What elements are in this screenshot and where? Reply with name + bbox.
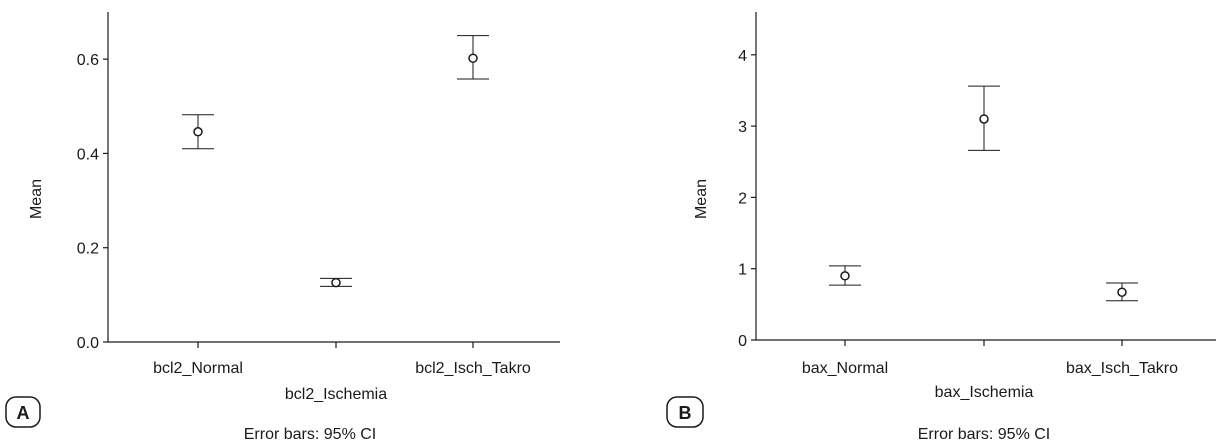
panel-b-x-tick-label: bax_Ischemia	[935, 384, 1034, 401]
panel-a-footnote: Error bars: 95% CI	[244, 426, 376, 443]
panel-b-tag-label: B	[679, 403, 692, 423]
panel-a-x-tick-label: bcl2_Normal	[153, 360, 243, 377]
panel-a-y-axis-title: Mean	[28, 179, 45, 219]
panel-a-tag: A	[5, 396, 41, 428]
panel-a-mean-point	[468, 53, 478, 63]
panel-b-chart: Mean 0 1 2 3 4 bax_Normal bax_Ischemia bax_Isch…	[666, 12, 1216, 443]
panel-a-chart: Mean 0.0 0.2 0.4 0.6 bcl2_Normal bcl2_Ischemi…	[5, 12, 560, 443]
panel-b-tag-box	[666, 396, 704, 428]
panel-a-y-tick-label: 0.6	[77, 52, 99, 69]
panel-a-x-tick-label: bcl2_Isch_Takro	[415, 360, 531, 377]
panel-b-mean-point	[840, 271, 850, 281]
panel-b-footnote: Error bars: 95% CI	[918, 426, 1050, 443]
panel-b-x-tick-label: bax_Isch_Takro	[1066, 360, 1178, 377]
panel-b-y-tick-label: 2	[738, 190, 747, 207]
panel-a-x-tick-label: bcl2_Ischemia	[285, 386, 387, 403]
panel-b-marks: 0 1 2 3 4 bax_Normal bax_Ischemia bax_Isch_Takr…	[738, 12, 1216, 401]
panel-a-y-tick-label: 0.0	[77, 335, 99, 352]
panel-b-x-tick-label: bax_Normal	[802, 360, 888, 377]
panel-a-marks: 0.0 0.2 0.4 0.6 bcl2_Normal bcl2_Ischemia bcl2…	[77, 12, 560, 403]
panel-b-y-tick-label: 3	[738, 119, 747, 136]
panel-a-mean-point	[331, 277, 341, 288]
panel-a-tag-box	[5, 396, 41, 428]
panel-b-mean-point	[979, 114, 989, 124]
panel-a-y-tick-label: 0.4	[77, 146, 99, 163]
panel-b-y-tick-label: 4	[738, 48, 747, 65]
panel-a-tag-label: A	[17, 403, 30, 423]
panel-b-y-tick-label: 1	[738, 262, 747, 279]
panel-a-mean-point	[193, 126, 203, 137]
panel-b-tag: B	[666, 396, 704, 428]
panel-b-y-axis-title: Mean	[693, 179, 710, 219]
panel-b-mean-point	[1117, 287, 1127, 297]
panel-b-y-tick-label: 0	[738, 333, 747, 350]
panel-a-y-tick-label: 0.2	[77, 241, 99, 258]
